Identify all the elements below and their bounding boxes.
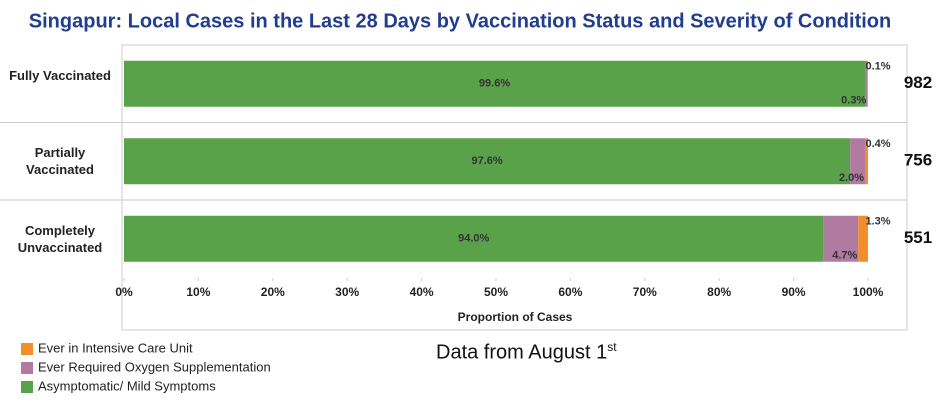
legend-swatch [21, 343, 33, 355]
value-label: 97.6% [471, 155, 502, 167]
x-axis-label: Proportion of Cases [458, 310, 573, 324]
legend-swatch [21, 381, 33, 393]
bar-segment [867, 60, 868, 107]
bar-segment [858, 215, 868, 262]
legend-swatch [21, 362, 33, 374]
y-tick-label: Fully Vaccinated [9, 67, 111, 83]
bar-segment [865, 60, 868, 107]
row-total: 982 [904, 73, 932, 92]
value-label: 1.3% [865, 216, 890, 228]
legend-label: Ever Required Oxygen Supplementation [38, 359, 271, 374]
value-label: 2.0% [839, 172, 864, 184]
value-label: 0.1% [865, 61, 890, 73]
x-tick-label: 0% [115, 285, 133, 299]
bar-segment [124, 138, 851, 185]
value-label: 4.7% [832, 250, 857, 262]
bar-segment [823, 215, 859, 262]
bar-segment [124, 215, 824, 262]
row-total: 551 [904, 228, 932, 247]
value-label: 94.0% [458, 233, 489, 245]
value-label: 0.4% [865, 138, 890, 150]
annotation-sup: st [607, 340, 617, 354]
bar-segment [124, 60, 866, 107]
bar-segment [865, 138, 868, 185]
x-tick-label: 70% [633, 285, 657, 299]
x-tick-label: 60% [558, 285, 582, 299]
value-label: 0.3% [841, 95, 866, 107]
plot-frame [121, 44, 908, 331]
annotation-text: Data from August 1 [436, 341, 608, 364]
bar-segment [850, 138, 866, 185]
legend-label: Asymptomatic/ Mild Symptoms [38, 378, 216, 393]
x-tick-label: 90% [782, 285, 806, 299]
x-tick-label: 50% [484, 285, 508, 299]
y-tick-label: Completely Unvaccinated [17, 222, 103, 255]
legend-label: Ever in Intensive Care Unit [38, 340, 193, 355]
y-tick-label: Partially Vaccinated [26, 145, 94, 178]
annotation: Data from August 1st [436, 340, 617, 365]
x-tick-label: 40% [410, 285, 434, 299]
x-tick-label: 10% [186, 285, 210, 299]
x-tick-label: 20% [261, 285, 285, 299]
chart-title: Singapur: Local Cases in the Last 28 Day… [29, 10, 891, 32]
x-tick-label: 100% [853, 285, 884, 299]
value-label: 99.6% [479, 78, 510, 90]
x-tick-label: 30% [335, 285, 359, 299]
row-total: 756 [904, 151, 932, 170]
x-tick-label: 80% [707, 285, 731, 299]
